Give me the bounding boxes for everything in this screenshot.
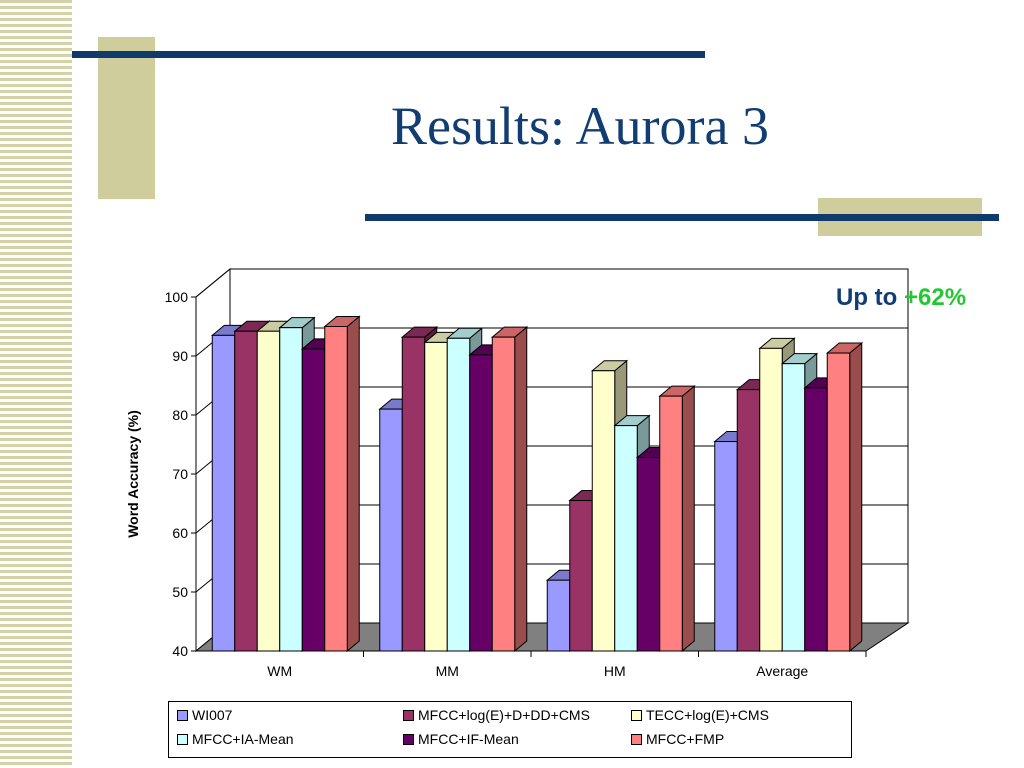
legend-swatch [177, 709, 188, 721]
bar [781, 363, 806, 652]
gridline [195, 268, 908, 298]
bar-side [346, 315, 360, 653]
legend-item: MFCC+FMP [631, 731, 724, 747]
legend-swatch [177, 733, 188, 745]
bar [379, 408, 403, 652]
bar [736, 389, 761, 652]
legend-label: MFCC+FMP [646, 731, 725, 747]
bar [301, 348, 326, 652]
bar-side [849, 341, 863, 653]
legend-item: MFCC+IF-Mean [403, 731, 519, 747]
legend-swatch [403, 709, 414, 721]
legend-swatch [403, 733, 414, 745]
y-tick-label: 70 [172, 466, 188, 482]
decorative-tan-block-left [98, 37, 155, 199]
y-tick-label: 60 [172, 525, 188, 541]
legend-label: TECC+log(E)+CMS [646, 707, 769, 723]
legend-swatch [631, 709, 642, 721]
bar [469, 354, 493, 652]
chart-legend: WI007 MFCC+log(E)+D+DD+CMS TECC+log(E)+CMS… [168, 701, 852, 758]
bar [614, 425, 638, 652]
bar [446, 337, 471, 652]
legend-item: MFCC+log(E)+D+DD+CMS [403, 707, 590, 723]
bar [636, 456, 661, 652]
x-tick-label: HM [604, 663, 626, 679]
bar-side [514, 326, 528, 653]
y-tick-label: 50 [172, 584, 188, 600]
bar [491, 336, 516, 652]
y-tick-label: 40 [172, 643, 188, 659]
bar-side [681, 385, 695, 653]
bar [659, 395, 683, 652]
decorative-rule-top [72, 51, 705, 58]
bar [804, 387, 828, 652]
x-tick-label: WM [267, 663, 292, 679]
bar [256, 330, 281, 652]
y-axis-title: Word Accuracy (%) [125, 410, 141, 538]
legend-item: WI007 [177, 707, 232, 723]
improvement-annotation: Up to +62% [836, 284, 966, 312]
bar [826, 352, 851, 652]
y-tick-label: 90 [172, 348, 188, 364]
bar [424, 341, 448, 652]
legend-label: WI007 [192, 707, 233, 723]
bar [211, 334, 236, 652]
legend-swatch [631, 733, 642, 745]
legend-item: TECC+log(E)+CMS [631, 707, 769, 723]
bar [234, 330, 258, 652]
bar [591, 370, 616, 652]
y-tick-label: 80 [172, 407, 188, 423]
bar [401, 336, 426, 652]
legend-item: MFCC+IA-Mean [177, 731, 294, 747]
legend-label: MFCC+log(E)+D+DD+CMS [418, 707, 590, 723]
x-tick-label: Average [756, 663, 808, 679]
decorative-stripes [0, 0, 72, 768]
bar [759, 347, 783, 652]
slide-title: Results: Aurora 3 [391, 96, 769, 156]
y-tick-label: 100 [165, 289, 189, 305]
bar [714, 441, 738, 652]
bar [279, 327, 303, 652]
annotation-prefix: Up to [836, 284, 904, 311]
legend-label: MFCC+IA-Mean [192, 731, 294, 747]
legend-label: MFCC+IF-Mean [418, 731, 519, 747]
bar [324, 326, 348, 652]
annotation-highlight: +62% [903, 284, 967, 311]
bar [546, 579, 571, 652]
x-tick-label: MM [436, 663, 459, 679]
bar [569, 500, 593, 652]
decorative-rule-bottom [365, 214, 999, 221]
